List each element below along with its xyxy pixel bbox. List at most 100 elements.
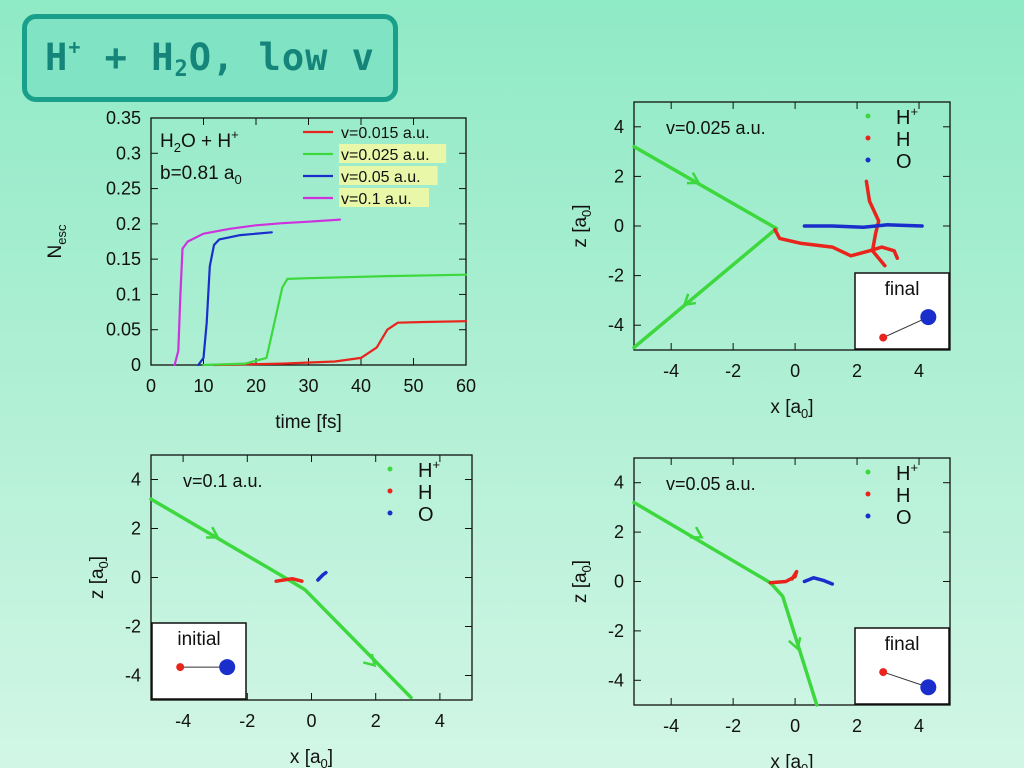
velocity-label: v=0.05 a.u. [666, 474, 756, 494]
x-tick-label: 0 [306, 711, 316, 731]
legend-label: H+ [896, 104, 918, 129]
legend-highlight [339, 188, 429, 207]
x-tick-label: -2 [725, 716, 741, 736]
series-line [802, 223, 924, 229]
legend-marker [865, 157, 871, 163]
series-line [202, 273, 468, 367]
direction-arrow [682, 293, 697, 307]
inset-h-atom [176, 663, 185, 672]
y-tick-label: -4 [608, 315, 624, 335]
x-tick-label: 4 [435, 711, 445, 731]
series-line [768, 569, 799, 585]
y-tick-label: 0.1 [116, 284, 141, 304]
x-axis-label: x [a0] [770, 752, 813, 768]
series-line [197, 231, 273, 367]
inset-h-atom [879, 333, 888, 342]
legend-marker [865, 135, 871, 141]
x-axis-label: x [a0] [290, 747, 333, 768]
y-tick-label: 2 [614, 166, 624, 186]
x-axis-label: x [a0] [770, 397, 813, 421]
legend-marker [865, 513, 871, 519]
inset-bond [882, 316, 929, 339]
inset-label: final [885, 279, 920, 300]
slide-title-box: H+ + H2O, low v [22, 14, 398, 102]
y-tick-label: 0.35 [106, 108, 141, 128]
y-tick-label: 0 [131, 568, 141, 588]
direction-arrow [686, 172, 701, 185]
y-tick-label: -2 [125, 617, 141, 637]
legend-marker [387, 488, 393, 494]
slide-title: H+ + H2O, low v [45, 34, 375, 82]
annotation-system: H2O + H+ [160, 127, 239, 155]
series-line [316, 570, 328, 582]
x-tick-label: 20 [246, 376, 266, 396]
y-tick-label: -4 [608, 670, 624, 690]
y-tick-label: -2 [608, 266, 624, 286]
y-axis-label: z [a0] [570, 204, 594, 247]
series-line [274, 576, 304, 583]
y-tick-label: 4 [614, 473, 624, 493]
y-tick-label: -2 [608, 621, 624, 641]
series-line [632, 226, 779, 350]
direction-arrow [787, 636, 802, 651]
y-tick-label: 0.3 [116, 143, 141, 163]
x-tick-label: 30 [298, 376, 318, 396]
direction-arrow [206, 526, 220, 539]
x-tick-label: -4 [663, 716, 679, 736]
y-tick-label: 0.25 [106, 179, 141, 199]
legend-label: v=0.015 a.u. [341, 125, 430, 142]
x-tick-label: 50 [403, 376, 423, 396]
direction-arrow [362, 653, 377, 668]
series-line [632, 500, 819, 707]
x-tick-label: -2 [725, 361, 741, 381]
legend-label: H [896, 129, 910, 151]
x-tick-label: -2 [239, 711, 255, 731]
x-axis-label: time [fs] [275, 412, 342, 433]
legend-marker [387, 466, 393, 472]
y-tick-label: 2 [614, 522, 624, 542]
legend-marker [387, 510, 393, 516]
legend-label: v=0.025 a.u. [341, 147, 430, 164]
series-line [802, 576, 835, 586]
y-tick-label: 4 [614, 117, 624, 137]
inset-o-atom [920, 309, 937, 326]
y-tick-label: 0 [614, 572, 624, 592]
series-line [773, 227, 900, 260]
direction-arrow [689, 526, 704, 539]
legend-label: H [418, 482, 432, 504]
legend-highlight [339, 166, 438, 185]
y-tick-label: 0.05 [106, 320, 141, 340]
x-tick-label: 60 [456, 376, 476, 396]
x-tick-label: -4 [175, 711, 191, 731]
legend-label: v=0.1 a.u. [341, 191, 412, 208]
y-tick-label: 0 [614, 216, 624, 236]
y-tick-label: -4 [125, 666, 141, 686]
x-tick-label: 2 [852, 716, 862, 736]
y-tick-label: 0 [131, 355, 141, 375]
x-tick-label: 0 [790, 716, 800, 736]
x-tick-label: 0 [790, 361, 800, 381]
legend-label: v=0.05 a.u. [341, 169, 421, 186]
inset-o-atom [219, 659, 236, 676]
legend-label: O [418, 504, 434, 526]
x-tick-label: 40 [351, 376, 371, 396]
y-tick-label: 0.2 [116, 214, 141, 234]
legend-label: O [896, 151, 912, 173]
legend-marker [865, 469, 871, 475]
legend-marker [865, 113, 871, 119]
y-axis-label: Nesc [45, 224, 69, 258]
y-tick-label: 0.15 [106, 249, 141, 269]
x-tick-label: 2 [371, 711, 381, 731]
y-axis-label: z [a0] [87, 556, 111, 599]
x-tick-label: 4 [914, 716, 924, 736]
x-tick-label: 2 [852, 361, 862, 381]
y-axis-label: z [a0] [570, 560, 594, 603]
legend-label: H+ [896, 460, 918, 485]
annotation-impact-parameter: b=0.81 a0 [160, 163, 242, 187]
y-tick-label: 2 [131, 519, 141, 539]
x-tick-label: 4 [914, 361, 924, 381]
